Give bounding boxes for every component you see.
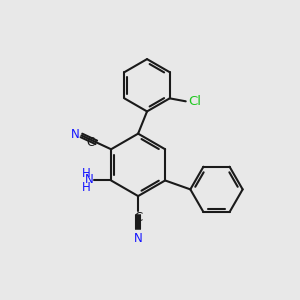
Text: H: H bbox=[82, 181, 91, 194]
Text: N: N bbox=[70, 128, 80, 141]
Text: C: C bbox=[134, 211, 142, 224]
Text: Cl: Cl bbox=[189, 95, 202, 108]
Text: N: N bbox=[134, 232, 142, 245]
Text: N: N bbox=[85, 173, 94, 186]
Text: C: C bbox=[86, 136, 95, 149]
Text: H: H bbox=[82, 167, 91, 179]
